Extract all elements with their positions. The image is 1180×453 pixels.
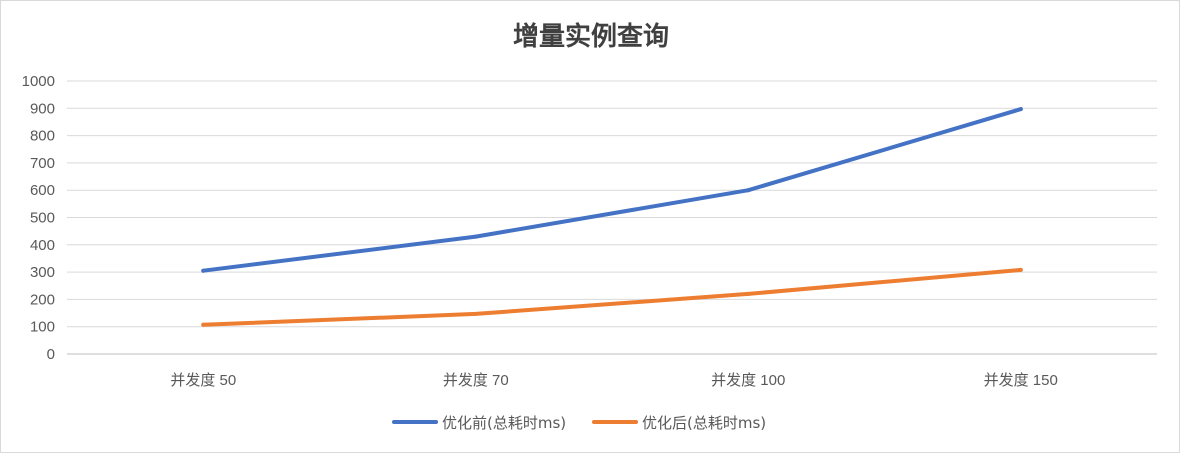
data-point (201, 268, 206, 273)
data-point (473, 234, 478, 239)
series-lines (201, 107, 1023, 327)
legend: 优化前(总耗时ms) 优化后(总耗时ms) (392, 414, 766, 432)
data-point (201, 322, 206, 327)
gridlines (67, 80, 1157, 355)
data-point (1018, 267, 1023, 272)
data-point (746, 188, 751, 193)
x-tick-label: 并发度 70 (443, 372, 509, 389)
y-tick-label: 900 (30, 100, 55, 117)
legend-label: 优化前(总耗时ms) (442, 414, 566, 432)
series-line-1 (201, 107, 1023, 273)
x-axis-ticks: 并发度 50 并发度 70 并发度 100 并发度 150 (170, 372, 1058, 389)
legend-label: 优化后(总耗时ms) (642, 414, 766, 432)
x-tick-label: 并发度 50 (170, 372, 236, 389)
y-tick-label: 400 (30, 237, 55, 254)
y-tick-label: 300 (30, 264, 55, 281)
y-axis-ticks: 0 100 200 300 400 500 600 700 800 900 1000 (22, 73, 55, 363)
x-tick-label: 并发度 150 (984, 372, 1058, 389)
y-tick-label: 1000 (22, 73, 55, 90)
data-point (1018, 107, 1023, 112)
data-point (473, 311, 478, 316)
y-tick-label: 0 (47, 346, 55, 363)
y-tick-label: 600 (30, 182, 55, 199)
x-tick-label: 并发度 100 (711, 372, 785, 389)
y-tick-label: 100 (30, 319, 55, 336)
y-tick-label: 800 (30, 128, 55, 145)
y-tick-label: 200 (30, 291, 55, 308)
y-tick-label: 500 (30, 210, 55, 227)
data-point (746, 291, 751, 296)
chart-title: 增量实例查询 (513, 21, 669, 52)
series-line-2 (201, 267, 1023, 327)
y-tick-label: 700 (30, 155, 55, 172)
